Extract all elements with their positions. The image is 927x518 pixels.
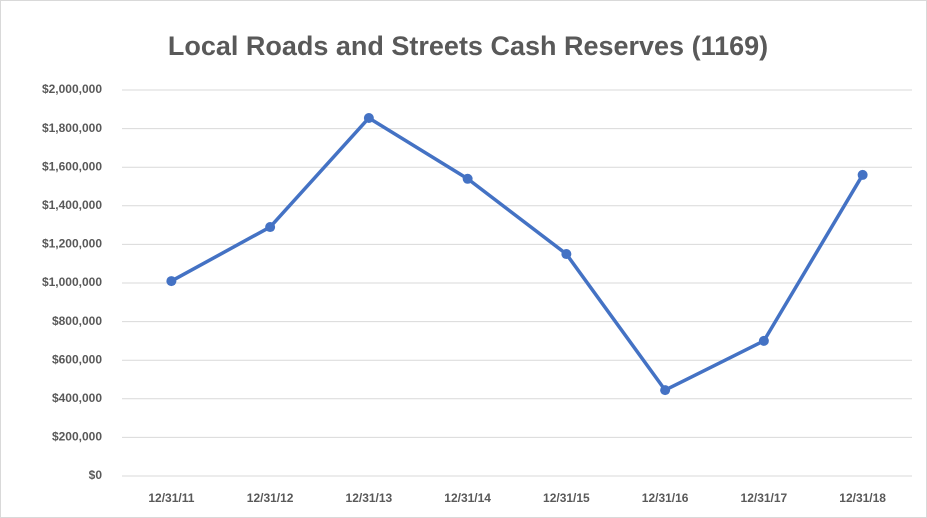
y-tick-label: $1,600,000 bbox=[42, 159, 102, 173]
x-tick-label: 12/31/16 bbox=[642, 491, 689, 505]
x-tick-label: 12/31/15 bbox=[543, 491, 590, 505]
point bbox=[857, 169, 868, 180]
point bbox=[660, 385, 671, 396]
y-tick-label: $1,400,000 bbox=[42, 198, 102, 212]
y-tick-label: $1,800,000 bbox=[42, 121, 102, 135]
x-tick-label: 12/31/17 bbox=[741, 491, 788, 505]
y-tick-label: $600,000 bbox=[52, 352, 102, 366]
point bbox=[758, 335, 769, 346]
y-tick-label: $2,000,000 bbox=[42, 82, 102, 96]
line bbox=[170, 116, 865, 392]
point bbox=[561, 249, 572, 260]
x-tick-label: 12/31/18 bbox=[839, 491, 886, 505]
point bbox=[265, 222, 276, 233]
x-tick-label: 12/31/14 bbox=[444, 491, 491, 505]
y-tick-label: $1,200,000 bbox=[42, 237, 102, 251]
point bbox=[462, 173, 473, 184]
point bbox=[166, 276, 177, 287]
y-tick-label: $200,000 bbox=[52, 430, 102, 444]
y-tick-label: $400,000 bbox=[52, 391, 102, 405]
y-tick-label: $0 bbox=[89, 468, 103, 482]
x-tick-label: 12/31/12 bbox=[247, 491, 294, 505]
chart-title: Local Roads and Streets Cash Reserves (1… bbox=[168, 31, 768, 61]
point bbox=[363, 112, 374, 123]
y-tick-label: $800,000 bbox=[52, 314, 102, 328]
x-tick-label: 12/31/13 bbox=[346, 491, 393, 505]
x-tick-label: 12/31/11 bbox=[148, 491, 194, 505]
y-tick-label: $1,000,000 bbox=[42, 275, 102, 289]
